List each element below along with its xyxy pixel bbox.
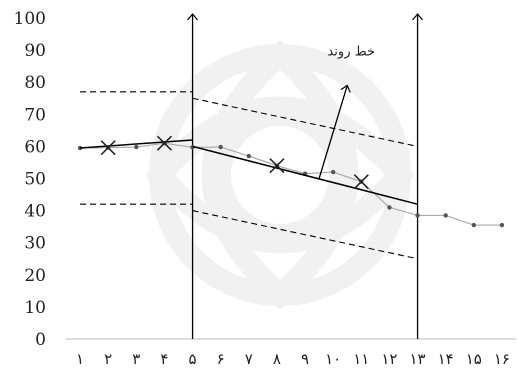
x-tick-label: ۱۲ — [381, 350, 397, 368]
x-tick-label: ۱۴ — [438, 350, 454, 368]
x-tick-label: ۶ — [217, 350, 225, 368]
turning-point-x — [156, 135, 172, 151]
annotation-arrow — [318, 85, 347, 179]
y-tick-label: 50 — [24, 170, 46, 190]
y-tick-label: 100 — [14, 9, 46, 29]
data-point — [330, 169, 336, 175]
turning-point-x — [353, 174, 369, 190]
y-axis-tick-labels: 0 10 20 30 40 50 60 70 80 90 100 — [14, 9, 46, 350]
y-tick-label: 30 — [24, 234, 46, 254]
y-tick-label: 60 — [24, 137, 46, 157]
data-point — [471, 222, 477, 228]
x-tick-label: ۱۱ — [353, 350, 369, 368]
y-tick-label: 80 — [24, 73, 46, 93]
data-point — [246, 153, 252, 159]
turning-point-markers — [100, 135, 369, 190]
y-tick-label: 20 — [24, 266, 46, 286]
data-point — [443, 213, 448, 218]
envelope-line — [192, 210, 418, 260]
y-tick-label: 40 — [24, 202, 46, 222]
turning-point-x — [100, 140, 116, 156]
y-tick-label: 0 — [35, 330, 46, 350]
x-tick-label: ۲ — [104, 350, 112, 368]
data-point — [499, 222, 505, 228]
y-tick-label: 70 — [24, 105, 46, 125]
trend-annotation: خط روند — [318, 44, 375, 179]
trend-line — [80, 139, 193, 149]
x-tick-label: ۱۵ — [466, 350, 482, 368]
x-tick-label: ۵ — [189, 350, 197, 368]
envelope-line — [192, 97, 418, 147]
data-point — [387, 205, 392, 210]
data-point — [415, 213, 420, 218]
data-point — [218, 144, 223, 150]
series-line — [80, 142, 502, 226]
trend-line — [192, 145, 418, 205]
x-tick-label: ۳ — [132, 350, 140, 368]
x-tick-label: ۷ — [245, 350, 253, 368]
envelope-lines — [80, 91, 418, 260]
trend-lines — [80, 139, 418, 205]
annotation-label: خط روند — [327, 44, 375, 59]
x-tick-label: ۱۰ — [325, 350, 341, 368]
data-series — [77, 140, 505, 228]
x-tick-label: ۹ — [301, 350, 309, 368]
x-tick-label: ۴ — [160, 350, 168, 368]
x-axis-tick-labels: ۱ ۲ ۳ ۴ ۵ ۶ ۷ ۸ ۹ ۱۰ ۱۱ ۱۲ ۱۳ ۱۴ ۱۵ ۱۶ — [76, 350, 510, 368]
x-tick-label: ۱ — [76, 350, 84, 368]
breakpoint-arrows — [193, 14, 418, 339]
y-tick-label: 90 — [24, 41, 46, 61]
x-tick-label: ۱۶ — [494, 350, 510, 368]
data-point — [134, 144, 139, 150]
turning-point-x — [269, 158, 285, 174]
y-tick-label: 10 — [24, 298, 46, 318]
x-tick-label: ۸ — [273, 350, 281, 368]
watermark — [145, 40, 415, 310]
x-tick-label: ۱۳ — [410, 350, 426, 368]
